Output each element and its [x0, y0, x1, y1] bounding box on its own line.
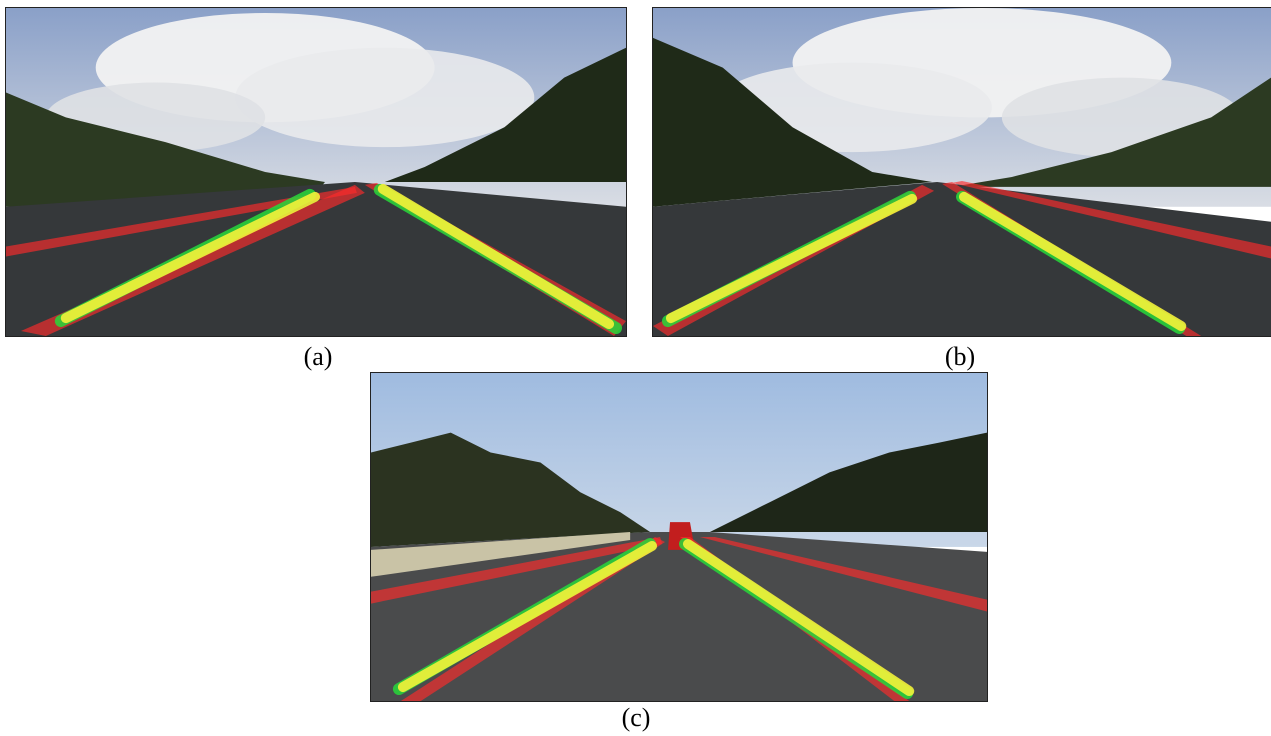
caption-b: (b) — [944, 342, 976, 371]
road-image-panel-a — [5, 7, 627, 337]
caption-a: (a) — [303, 342, 333, 371]
road-image-panel-b — [652, 7, 1271, 337]
road-image-panel-c — [370, 372, 988, 702]
caption-c: (c) — [621, 703, 651, 732]
